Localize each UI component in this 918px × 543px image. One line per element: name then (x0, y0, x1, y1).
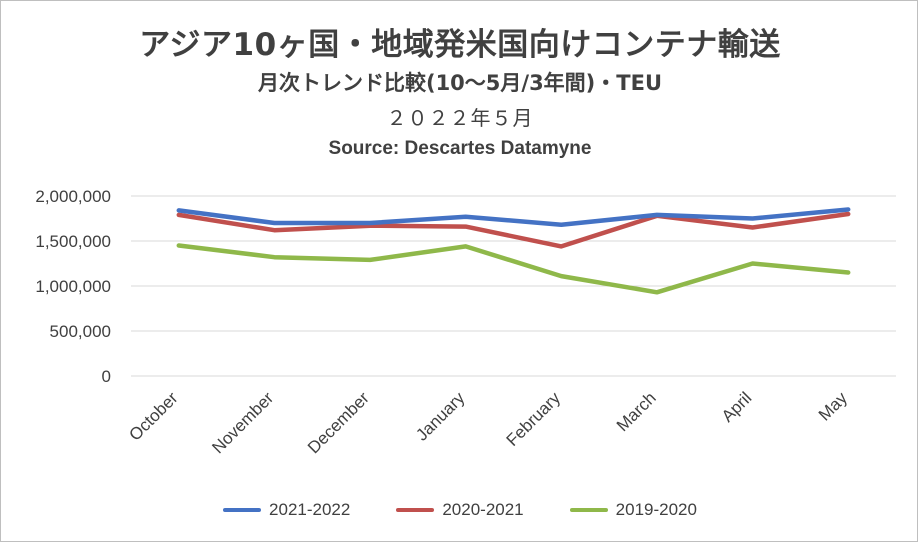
chart-subtitle: 月次トレンド比較(10～5月/3年間)・TEU (257, 71, 663, 95)
series-line (176, 243, 851, 295)
x-tick-label: May (815, 388, 851, 424)
chart-date: ２０２２年５月 (386, 106, 534, 130)
legend-item: 2020-2021 (396, 500, 524, 520)
x-tick-label: February (503, 388, 565, 450)
x-tick-label: April (718, 388, 755, 425)
legend-item: 2019-2020 (569, 500, 697, 520)
legend-swatch (569, 508, 608, 512)
x-tick-label: October (125, 388, 181, 444)
y-tick-label: 2,000,000 (35, 187, 111, 206)
legend-swatch (223, 508, 262, 512)
legend-label: 2020-2021 (442, 500, 524, 519)
series-line (176, 211, 851, 249)
y-tick-label: 1,000,000 (35, 277, 111, 296)
y-tick-label: 0 (102, 367, 111, 386)
y-tick-label: 500,000 (50, 322, 111, 341)
legend-label: 2021-2022 (269, 500, 351, 519)
x-tick-label: November (208, 388, 277, 457)
x-tick-label: December (304, 388, 373, 457)
legend-item: 2021-2022 (223, 500, 350, 520)
chart-title: アジア10ヶ国・地域発米国向けコンテナ輸送 (139, 27, 781, 63)
x-tick-label: January (412, 388, 469, 445)
series-line (176, 207, 851, 228)
chart-source: Source: Descartes Datamyne (328, 138, 592, 159)
x-tick-label: March (613, 388, 660, 435)
legend-swatch (396, 508, 435, 512)
y-tick-label: 1,500,000 (35, 232, 111, 251)
legend-label: 2019-2020 (615, 500, 697, 519)
legend: 2021-2022 2020-2021 2019-2020 (1, 500, 918, 520)
